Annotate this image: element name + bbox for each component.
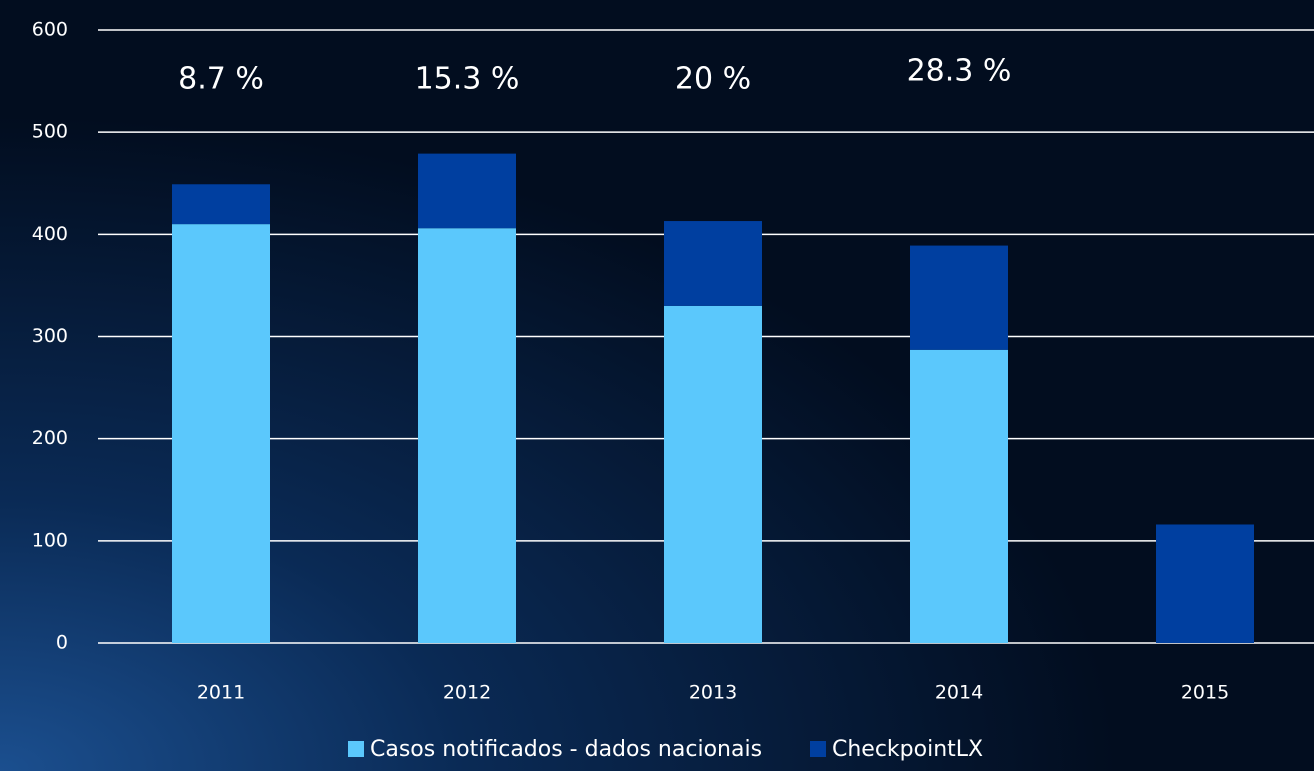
- x-tick-label: 2013: [689, 682, 737, 704]
- legend-label: CheckpointLX: [832, 737, 983, 762]
- bar-segment: [172, 224, 270, 643]
- bar-segment: [172, 184, 270, 225]
- y-tick-label: 500: [32, 121, 68, 143]
- bar-segment: [910, 349, 1008, 643]
- y-tick-label: 100: [32, 529, 68, 551]
- bar-segment: [418, 153, 516, 229]
- x-tick-label: 2015: [1181, 682, 1229, 704]
- annotation: 20 %: [675, 62, 751, 97]
- annotation: 28.3 %: [907, 54, 1012, 89]
- legend-swatch: [348, 741, 364, 757]
- bar-segment: [664, 305, 762, 643]
- legend-swatch: [810, 741, 826, 757]
- bar-segment: [910, 245, 1008, 350]
- x-tick-label: 2012: [443, 682, 491, 704]
- bar-segment: [418, 228, 516, 643]
- y-tick-label: 200: [32, 427, 68, 449]
- x-tick-label: 2014: [935, 682, 983, 704]
- bar-segment: [1156, 524, 1254, 643]
- y-tick-label: 400: [32, 223, 68, 245]
- y-tick-label: 0: [56, 632, 68, 654]
- bar-segment: [664, 221, 762, 306]
- x-tick-label: 2011: [197, 682, 245, 704]
- annotation: 15.3 %: [415, 62, 520, 97]
- y-tick-label: 300: [32, 325, 68, 347]
- legend-label: Casos notificados - dados nacionais: [370, 737, 762, 762]
- annotation: 8.7 %: [178, 62, 264, 97]
- y-tick-label: 600: [32, 19, 68, 41]
